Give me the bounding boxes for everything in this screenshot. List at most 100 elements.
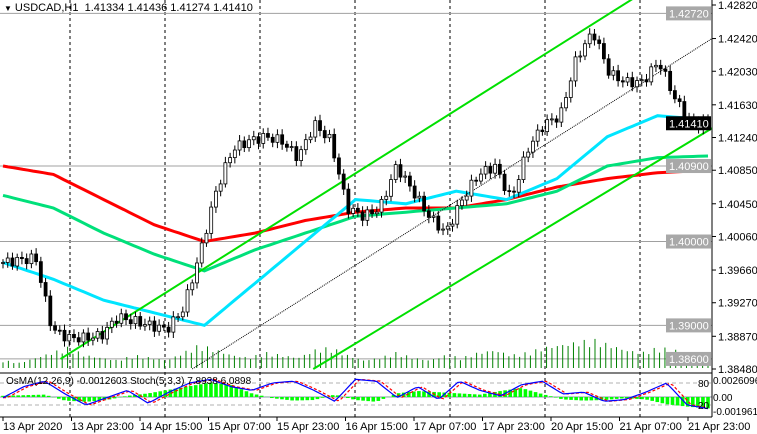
osma-bar bbox=[564, 397, 568, 400]
candle-body bbox=[95, 331, 100, 339]
candle-body bbox=[81, 332, 86, 343]
time-tick-label: 17 Apr 07:00 bbox=[414, 421, 476, 433]
candle-body bbox=[545, 119, 550, 133]
candle-body bbox=[578, 55, 583, 58]
osma-bar bbox=[320, 397, 325, 398]
osma-bar bbox=[635, 397, 639, 399]
ma-fast-line bbox=[2, 114, 709, 328]
price-tick-label: 1.42420 bbox=[718, 34, 757, 46]
osma-bar bbox=[300, 397, 305, 401]
level-price-box bbox=[666, 234, 711, 249]
candle-body bbox=[370, 209, 374, 215]
osma-bar bbox=[675, 397, 680, 406]
osma-bar bbox=[295, 397, 299, 401]
candle-body bbox=[308, 136, 313, 141]
candle-body bbox=[592, 33, 597, 41]
candle-body bbox=[379, 198, 384, 213]
osma-bar bbox=[452, 393, 457, 397]
candle-body bbox=[346, 188, 351, 214]
osma-bar bbox=[665, 397, 670, 405]
osma-bar bbox=[188, 386, 193, 397]
price-tick-label: 1.40850 bbox=[718, 165, 757, 177]
candle-body bbox=[540, 129, 545, 133]
osma-bar bbox=[199, 384, 203, 397]
osma-bar bbox=[518, 388, 523, 397]
candle-body bbox=[251, 136, 256, 141]
candle-body bbox=[521, 156, 526, 180]
osma-bar bbox=[82, 397, 86, 402]
osma-bar bbox=[122, 396, 127, 397]
dropdown-triangle-icon[interactable]: ▼ bbox=[4, 4, 12, 13]
osma-bar bbox=[335, 395, 340, 397]
osma-bar bbox=[36, 394, 41, 397]
candle-body bbox=[5, 257, 10, 263]
stoch-main-line bbox=[2, 378, 709, 410]
current-price-box bbox=[666, 116, 711, 131]
channel-middle-line bbox=[191, 38, 713, 370]
candle-body bbox=[218, 183, 223, 192]
osma-bar bbox=[625, 397, 629, 399]
level-price-label: 1.42720 bbox=[669, 8, 709, 20]
candle-body bbox=[450, 223, 455, 227]
candle-body bbox=[157, 324, 162, 332]
candle-body bbox=[403, 175, 408, 178]
osma-bar bbox=[488, 392, 492, 397]
osma-bar bbox=[204, 383, 208, 397]
candle-body bbox=[639, 79, 644, 82]
time-tick-label: 20 Apr 15:00 bbox=[551, 421, 613, 433]
osma-bar bbox=[229, 385, 234, 397]
candle-body bbox=[214, 190, 218, 208]
time-tick-label: 16 Apr 15:00 bbox=[346, 421, 408, 433]
candle-body bbox=[606, 58, 611, 76]
indicator-label: OsMA(12,26,9) -0.0012603 Stoch(5,3,3) 7.… bbox=[6, 376, 252, 387]
osma-bar bbox=[366, 397, 370, 402]
trend-channel[interactable] bbox=[59, 0, 713, 370]
ma-mid-line bbox=[2, 154, 709, 273]
candle-body bbox=[138, 316, 143, 327]
candle-body bbox=[455, 205, 460, 225]
osma-bar bbox=[619, 397, 624, 399]
osma-bar bbox=[244, 391, 249, 397]
candle-body bbox=[568, 80, 573, 98]
candle-body bbox=[289, 146, 294, 148]
osma-bar bbox=[457, 393, 462, 397]
level-price-label: 1.38600 bbox=[669, 354, 709, 366]
time-tick-label: 13 Apr 2020 bbox=[3, 421, 62, 433]
low-value: 1.41274 bbox=[170, 2, 211, 14]
osma-bar bbox=[285, 397, 289, 400]
osma-bar bbox=[477, 394, 482, 397]
osma-bar bbox=[467, 394, 472, 397]
candle-body bbox=[57, 329, 62, 332]
osma-bar bbox=[127, 395, 132, 397]
osma-bar bbox=[548, 396, 553, 397]
osma-bar bbox=[462, 393, 467, 397]
candle-body bbox=[53, 325, 57, 331]
stoch-level-label: 20 bbox=[698, 401, 710, 412]
osma-bar bbox=[361, 397, 365, 401]
time-tick-label: 15 Apr 23:00 bbox=[277, 421, 339, 433]
osma-bar bbox=[254, 394, 259, 397]
level-price-label: 1.39000 bbox=[669, 320, 709, 332]
price-tick-label: 1.42030 bbox=[718, 66, 757, 78]
osma-bar bbox=[422, 391, 426, 397]
time-tick-label: 15 Apr 07:00 bbox=[209, 421, 271, 433]
osma-bar bbox=[508, 389, 512, 397]
candle-body bbox=[408, 175, 412, 187]
candle-body bbox=[147, 320, 152, 325]
candle-body bbox=[180, 311, 185, 318]
osma-bar bbox=[214, 383, 218, 397]
price-tick-label: 1.42820 bbox=[718, 0, 757, 12]
osma-bar bbox=[193, 385, 198, 397]
osma-bar bbox=[148, 393, 152, 397]
candle-body bbox=[332, 133, 337, 159]
candle-body bbox=[355, 207, 360, 213]
osma-bar bbox=[275, 397, 279, 399]
time-tick-label: 21 Apr 07:00 bbox=[620, 421, 682, 433]
candle-body bbox=[48, 295, 53, 327]
candles bbox=[1, 28, 710, 348]
candle-body bbox=[327, 133, 332, 139]
osma-bar bbox=[381, 397, 386, 399]
osma-bar bbox=[6, 395, 10, 397]
volume-bars bbox=[2, 338, 709, 368]
